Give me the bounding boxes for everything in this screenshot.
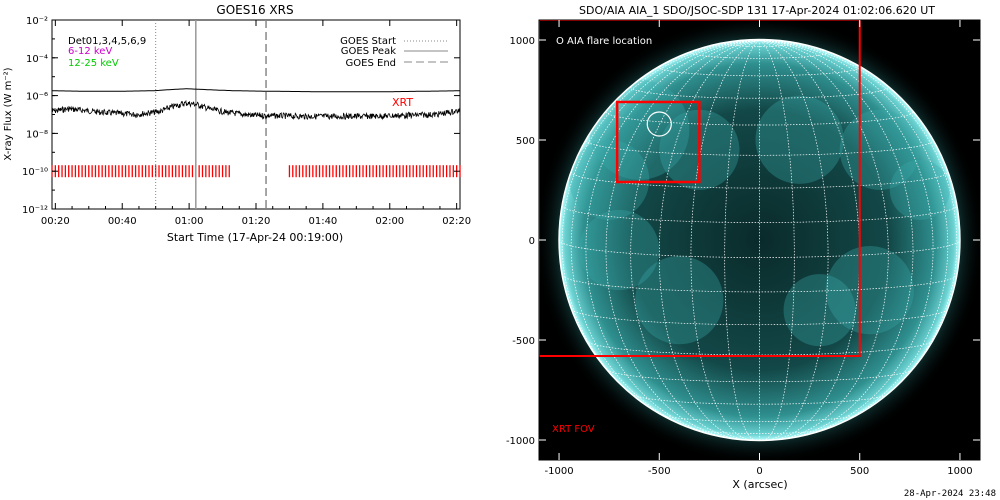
legend-12-25kev: 12-25 keV	[68, 58, 119, 69]
longitude-line	[605, 39, 760, 440]
x-tick-label: 01:20	[242, 216, 271, 227]
legend-goes-start: GOES Start	[340, 36, 396, 47]
xrt-fov-label: XRT FOV	[552, 424, 595, 435]
x-tick-label: 500	[850, 466, 869, 477]
active-region	[825, 246, 914, 335]
x-tick-label: 0	[756, 466, 762, 477]
x-tick-label: 02:00	[375, 216, 404, 227]
active-region	[635, 256, 724, 345]
active-regions	[569, 79, 950, 347]
active-region	[589, 79, 690, 180]
aia-title: SDO/AIA AIA_1 SDO/JSOC-SDP 131 17-Apr-20…	[579, 4, 935, 17]
active-region	[755, 95, 844, 184]
latitude-line	[571, 308, 948, 326]
longitude-line	[759, 39, 958, 420]
legend-6-12kev: 6-12 keV	[68, 46, 112, 57]
goes-markers	[155, 20, 267, 209]
goes-y-axis: 10⁻² 10⁻⁴ 10⁻⁶ 10⁻⁸ 10⁻¹⁰ 10⁻¹²	[22, 16, 460, 216]
legend-goes-end: GOES End	[346, 58, 396, 69]
active-region	[579, 209, 660, 291]
longitude-line	[759, 39, 914, 440]
y-tick-label: 0	[529, 236, 535, 247]
longitude-line	[630, 39, 760, 440]
y-tick-label: 10⁻¹⁰	[22, 167, 48, 178]
flare-legend: O AIA flare location	[556, 36, 652, 47]
y-tick-label: 10⁻¹²	[22, 205, 48, 216]
longitude-line	[658, 39, 760, 441]
legend-detectors: Det01,3,4,5,6,9	[68, 36, 146, 47]
longitude-line	[561, 39, 760, 420]
longitude-line	[759, 39, 889, 440]
aia-y-axis: 1000 500 0 -500 -1000	[506, 36, 980, 447]
xrt-fov-box	[539, 20, 861, 357]
x-tick-label: 00:40	[108, 216, 137, 227]
xrt-coverage	[51, 165, 461, 178]
x-tick-label: 00:20	[41, 216, 70, 227]
goes-y-axis-label: X-ray Flux (W m⁻²)	[3, 67, 14, 160]
y-tick-label: 10⁻⁶	[26, 92, 48, 103]
solar-limb	[558, 38, 961, 442]
y-tick-label: 10⁻²	[26, 16, 48, 27]
x-tick-label: 02:20	[442, 216, 471, 227]
goes-x-axis: 00:20 00:40 01:00 01:20 01:40 02:00 02:20	[41, 20, 471, 227]
latitude-line	[570, 171, 949, 189]
latitude-line	[606, 369, 913, 383]
longitude-line	[570, 39, 760, 435]
goes-x-axis-label: Start Time (17-Apr-24 00:19:00)	[167, 231, 343, 244]
aia-panel: SDO/AIA AIA_1 SDO/JSOC-SDP 131 17-Apr-20…	[506, 4, 981, 491]
longitude-line	[585, 39, 760, 438]
goes-legend-left: Det01,3,4,5,6,9 6-12 keV 12-25 keV	[68, 36, 146, 69]
y-tick-label: -1000	[506, 436, 535, 447]
goes-legend-right: GOES Start GOES Peak GOES End	[340, 36, 448, 69]
y-tick-label: 1000	[510, 36, 535, 47]
x-tick-label: 01:40	[308, 216, 337, 227]
legend-goes-peak: GOES Peak	[341, 46, 396, 57]
x-tick-label: -1000	[545, 466, 574, 477]
series-line-long	[52, 88, 460, 93]
y-tick-label: 10⁻⁸	[26, 129, 48, 140]
goes-series	[51, 88, 461, 121]
y-tick-label: 500	[516, 136, 535, 147]
x-tick-label: 1000	[947, 466, 972, 477]
active-region	[889, 159, 950, 220]
x-tick-label: 01:00	[175, 216, 204, 227]
aia-x-axis-label: X (arcsec)	[732, 478, 787, 491]
longitude-line	[759, 39, 949, 435]
aia-x-axis: -1000 -500 0 500 1000	[545, 20, 973, 477]
footer-timestamp: 28-Apr-2024 23:48	[904, 489, 996, 499]
longitude-line	[759, 39, 934, 438]
x-tick-label: -500	[648, 466, 671, 477]
flare-region-box	[615, 100, 701, 184]
y-tick-label: 10⁻⁴	[26, 54, 48, 65]
goes-title: GOES16 XRS	[216, 3, 293, 17]
goes-panel: GOES16 XRS 10⁻² 10⁻⁴ 10⁻⁶ 10⁻⁸ 10⁻¹⁰ 10⁻¹² 00…	[3, 3, 471, 244]
y-tick-label: -500	[512, 336, 535, 347]
active-region	[783, 274, 856, 347]
active-region	[569, 139, 650, 220]
xrt-label: XRT	[392, 96, 413, 109]
flare-location-circle	[646, 111, 672, 137]
series-line-short	[51, 99, 461, 121]
